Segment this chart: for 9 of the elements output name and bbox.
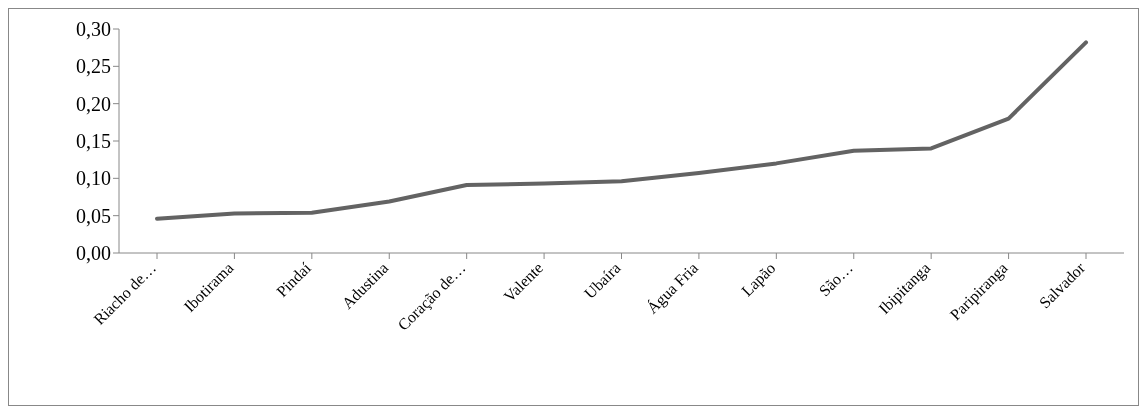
y-tick-label: 0,00	[76, 242, 111, 265]
y-tick-label: 0,10	[76, 167, 111, 190]
y-tick-label: 0,30	[76, 18, 111, 41]
x-tick-label: São…	[815, 259, 856, 300]
y-tick-label: 0,15	[76, 130, 111, 153]
y-tick-label: 0,20	[76, 92, 111, 115]
y-tick-label: 0,05	[76, 204, 111, 227]
y-tick-label: 0,25	[76, 55, 111, 78]
line-series	[155, 40, 1088, 221]
